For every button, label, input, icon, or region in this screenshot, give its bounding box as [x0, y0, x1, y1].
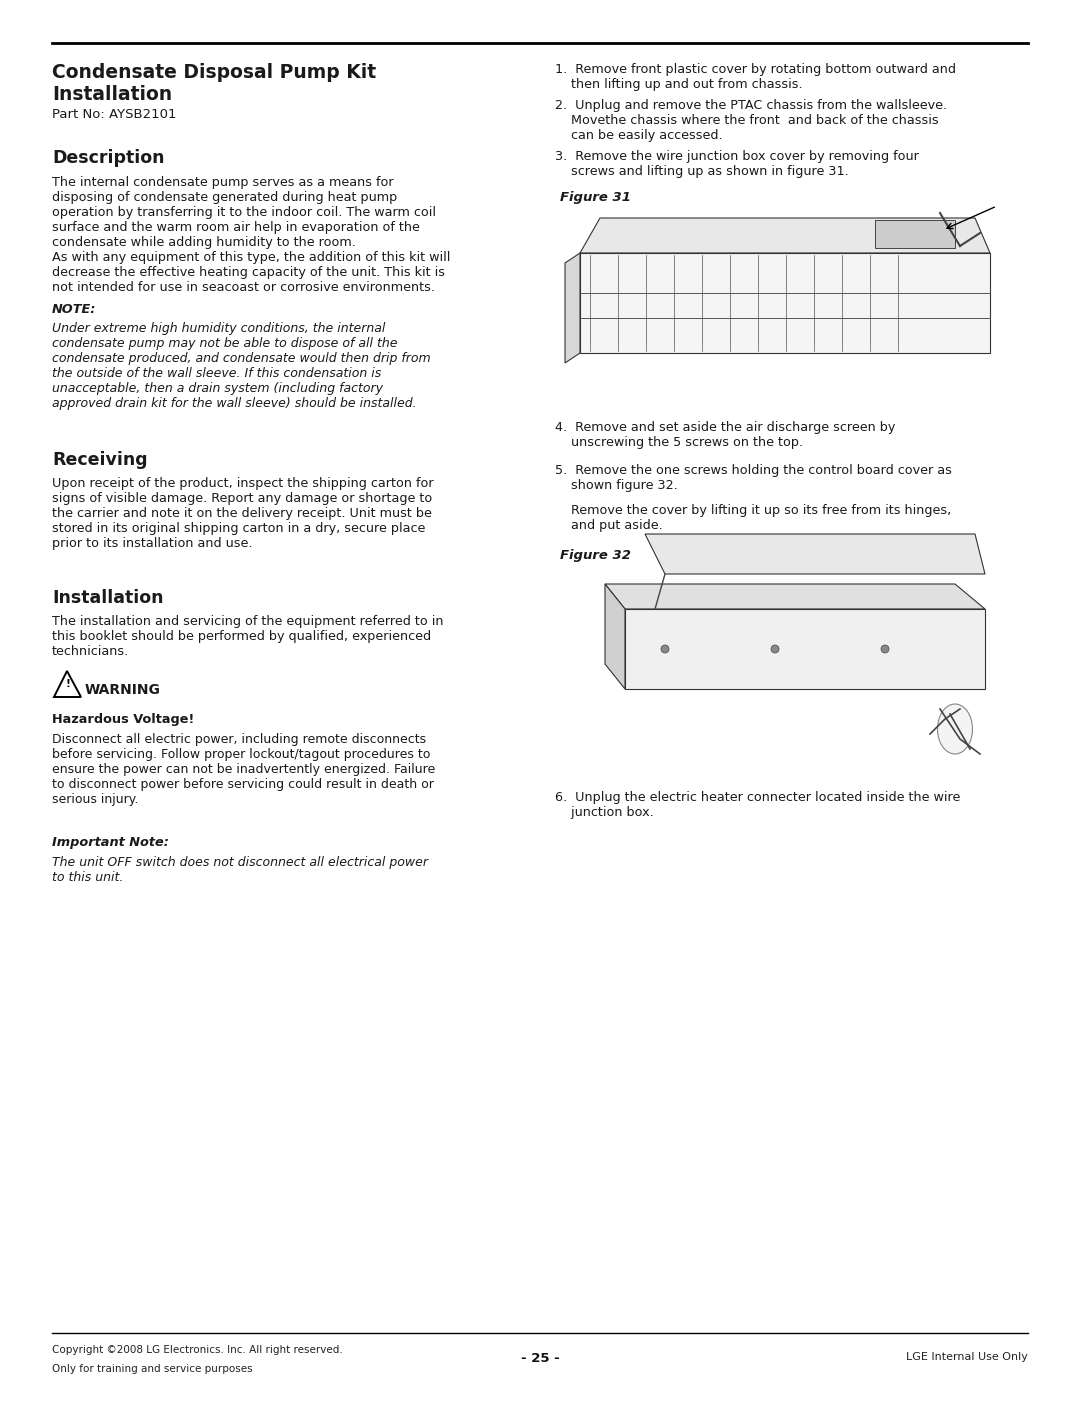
Text: 6.  Unplug the electric heater connecter located inside the wire
    junction bo: 6. Unplug the electric heater connecter …: [555, 791, 960, 819]
Text: !: !: [65, 679, 70, 688]
Text: 3.  Remove the wire junction box cover by removing four
    screws and lifting u: 3. Remove the wire junction box cover by…: [555, 150, 919, 178]
Text: Receiving: Receiving: [52, 451, 148, 469]
Text: The internal condensate pump serves as a means for
disposing of condensate gener: The internal condensate pump serves as a…: [52, 176, 436, 249]
Text: Only for training and service purposes: Only for training and service purposes: [52, 1364, 253, 1374]
Text: 5.  Remove the one screws holding the control board cover as
    shown figure 32: 5. Remove the one screws holding the con…: [555, 464, 951, 492]
Circle shape: [881, 645, 889, 653]
Text: WARNING: WARNING: [85, 683, 161, 697]
Text: Important Note:: Important Note:: [52, 836, 168, 849]
Circle shape: [771, 645, 779, 653]
Text: Disconnect all electric power, including remote disconnects
before servicing. Fo: Disconnect all electric power, including…: [52, 733, 435, 806]
Polygon shape: [580, 253, 990, 353]
Text: Figure 31: Figure 31: [561, 191, 631, 204]
Text: Hazardous Voltage!: Hazardous Voltage!: [52, 712, 194, 726]
Text: 2.  Unplug and remove the PTAC chassis from the wallsleeve.
    Movethe chassis : 2. Unplug and remove the PTAC chassis fr…: [555, 98, 947, 142]
Polygon shape: [605, 584, 985, 608]
Text: 1.  Remove front plastic cover by rotating bottom outward and
    then lifting u: 1. Remove front plastic cover by rotatin…: [555, 63, 956, 91]
Text: Copyright ©2008 LG Electronics. Inc. All right reserved.: Copyright ©2008 LG Electronics. Inc. All…: [52, 1345, 342, 1354]
Text: LGE Internal Use Only: LGE Internal Use Only: [906, 1352, 1028, 1361]
Text: Figure 32: Figure 32: [561, 549, 631, 562]
Polygon shape: [875, 221, 955, 249]
Text: Installation: Installation: [52, 589, 163, 607]
Ellipse shape: [937, 704, 972, 754]
Text: The unit OFF switch does not disconnect all electrical power
to this unit.: The unit OFF switch does not disconnect …: [52, 856, 428, 884]
Polygon shape: [565, 253, 580, 362]
Text: Remove the cover by lifting it up so its free from its hinges,
    and put aside: Remove the cover by lifting it up so its…: [555, 504, 951, 532]
Text: The installation and servicing of the equipment referred to in
this booklet shou: The installation and servicing of the eq…: [52, 615, 444, 658]
Polygon shape: [645, 534, 985, 575]
Text: Description: Description: [52, 149, 164, 167]
Text: 4.  Remove and set aside the air discharge screen by
    unscrewing the 5 screws: 4. Remove and set aside the air discharg…: [555, 422, 895, 450]
Text: Upon receipt of the product, inspect the shipping carton for
signs of visible da: Upon receipt of the product, inspect the…: [52, 478, 434, 549]
Polygon shape: [625, 608, 985, 688]
Text: - 25 -: - 25 -: [521, 1352, 559, 1366]
Text: NOTE:: NOTE:: [52, 303, 96, 316]
Text: Condensate Disposal Pump Kit
Installation: Condensate Disposal Pump Kit Installatio…: [52, 63, 376, 104]
Polygon shape: [605, 584, 625, 688]
Text: Under extreme high humidity conditions, the internal
condensate pump may not be : Under extreme high humidity conditions, …: [52, 322, 431, 410]
Text: Part No: AYSB2101: Part No: AYSB2101: [52, 108, 176, 121]
Circle shape: [661, 645, 669, 653]
Text: As with any equipment of this type, the addition of this kit will
decrease the e: As with any equipment of this type, the …: [52, 251, 450, 294]
Polygon shape: [580, 218, 990, 253]
